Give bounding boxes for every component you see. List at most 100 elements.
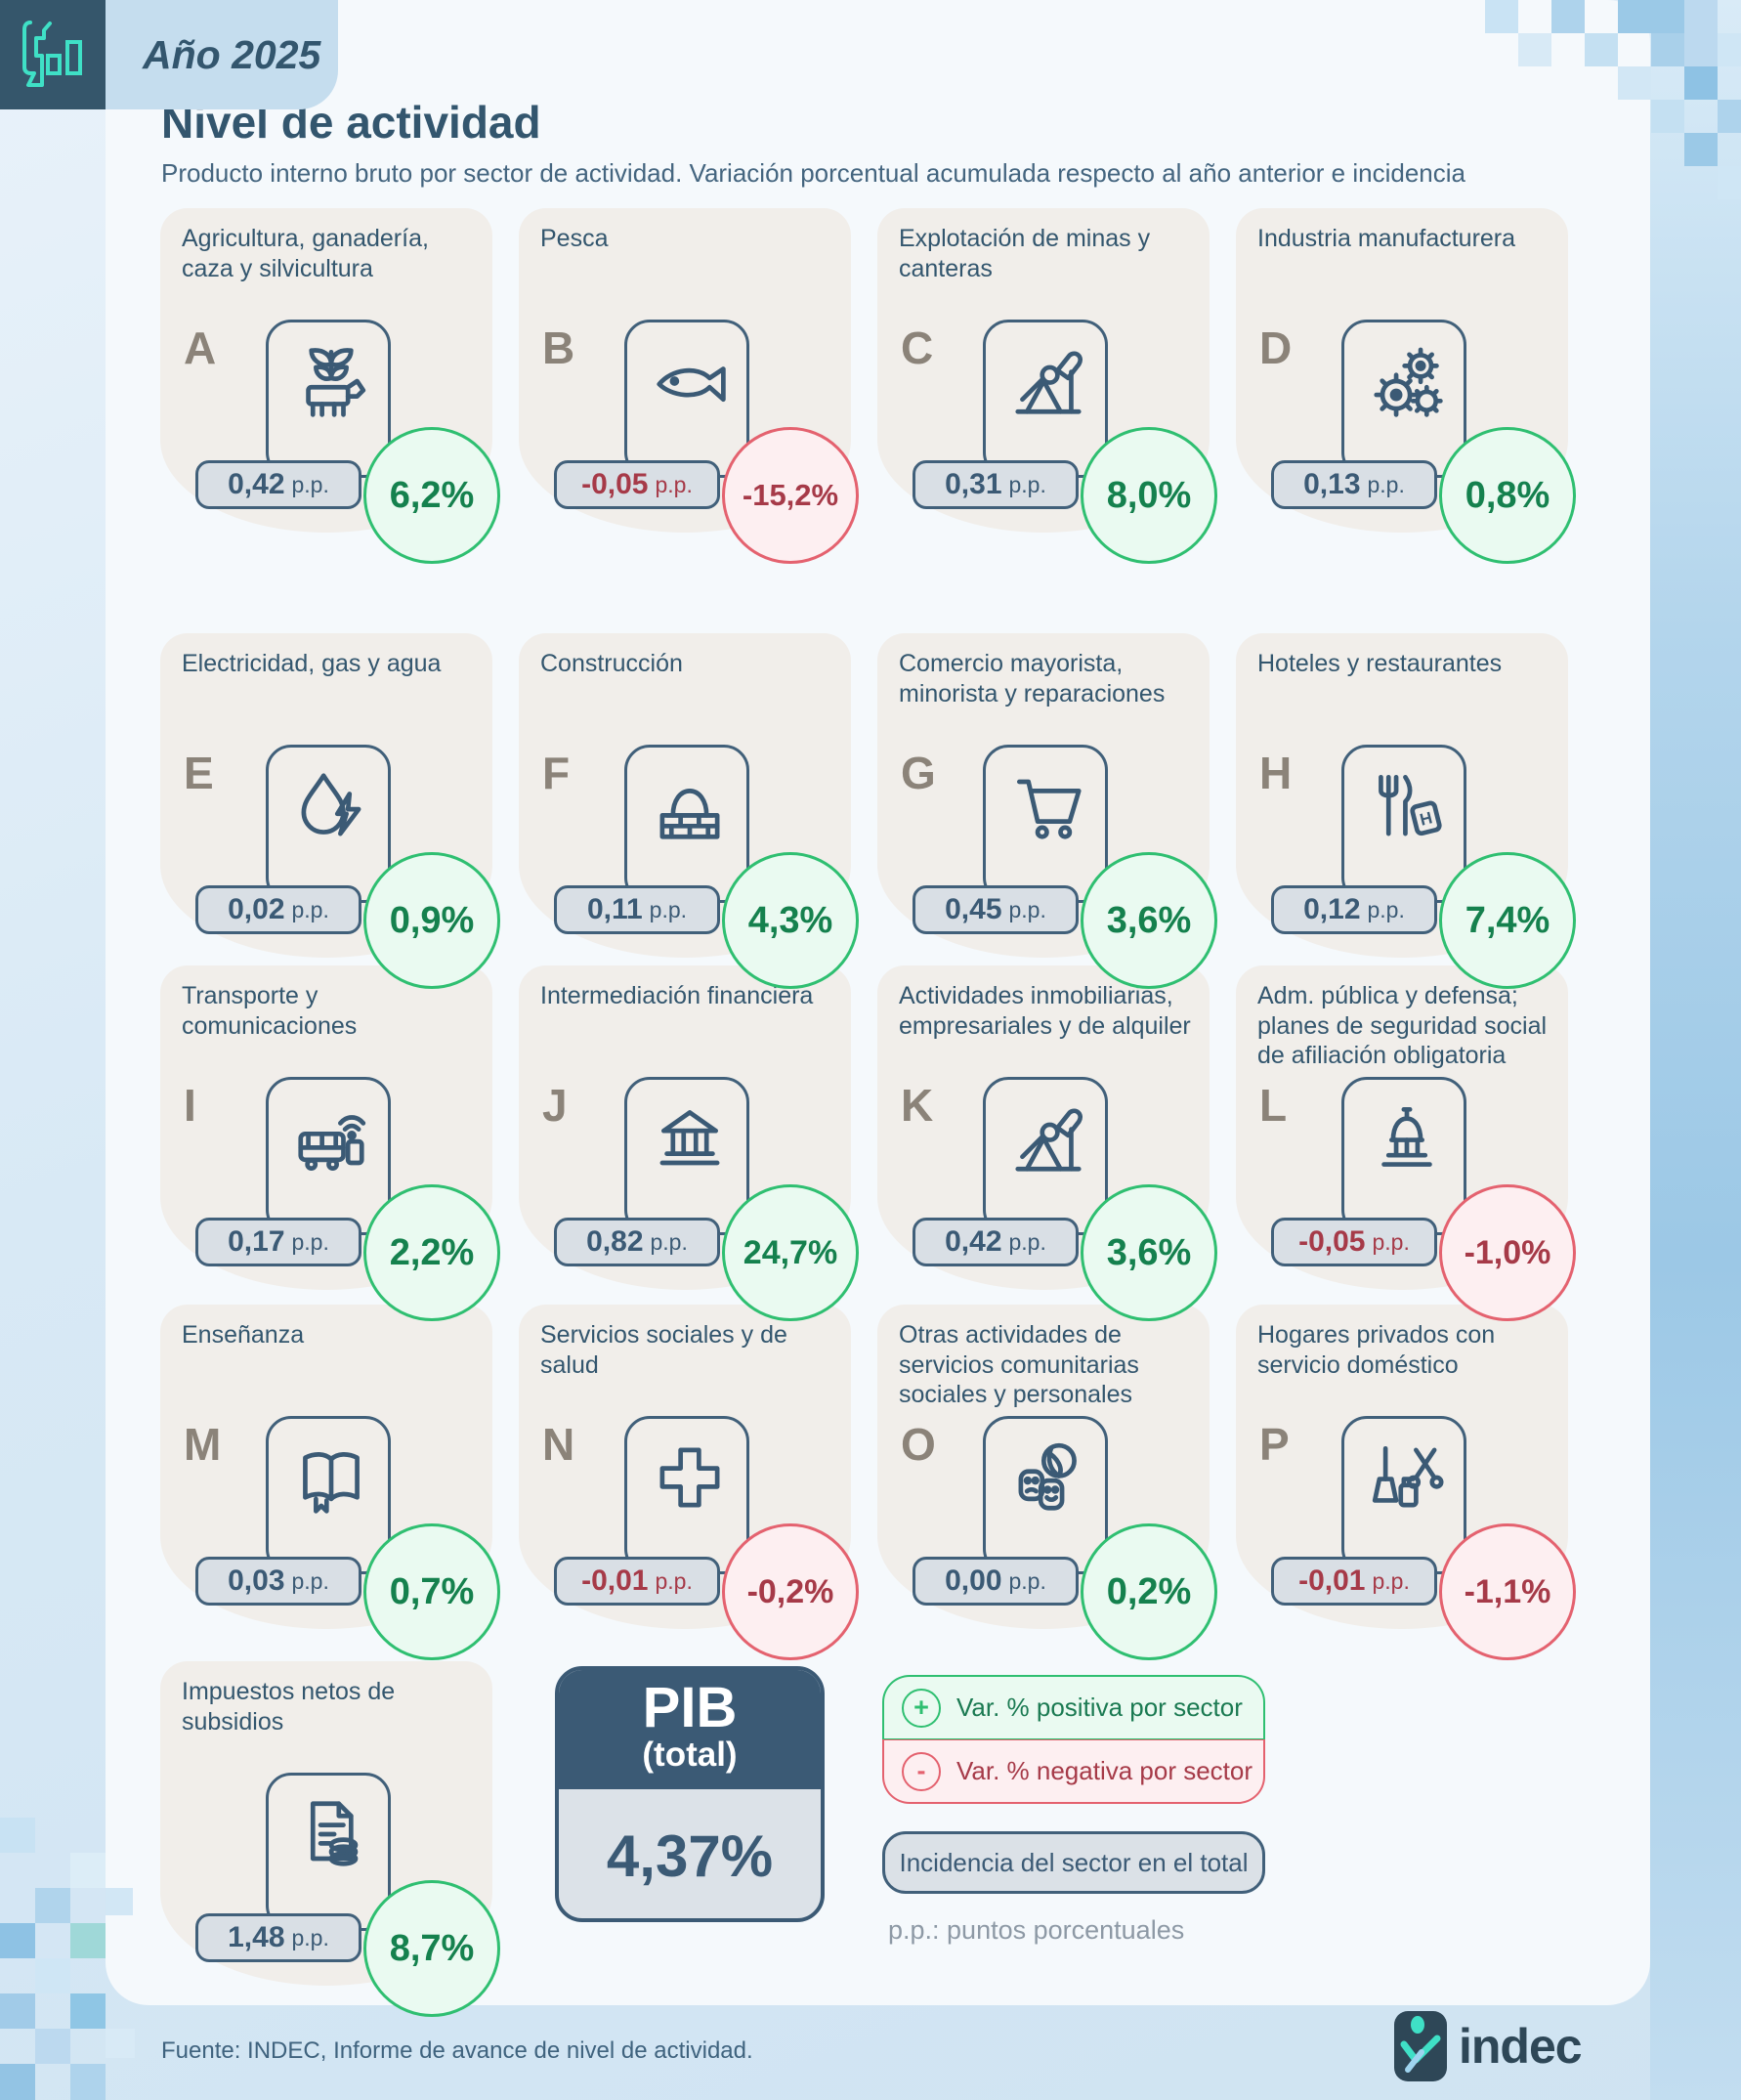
sector-card: Construcción F 0,11 p.p. 4,3% <box>519 633 859 989</box>
sector-title: Otras actividades de servicios comunitar… <box>899 1321 1139 1408</box>
sector-row: Transporte y comunicaciones I 0,17 p.p. … <box>160 965 1576 1321</box>
incidence-pill: 0,13 p.p. <box>1271 460 1437 509</box>
sector-title: Pesca <box>540 225 609 252</box>
sector-letter: F <box>542 748 571 798</box>
variation-bubble: 8,0% <box>1081 427 1217 564</box>
variation-value: 0,8% <box>1465 474 1550 516</box>
year-label: Año 2025 <box>143 31 321 77</box>
sector-icon-frame <box>1341 1416 1466 1574</box>
sector-title: Hoteles y restaurantes <box>1257 650 1503 677</box>
health-cross-icon <box>659 1447 720 1508</box>
sector-title: Electricidad, gas y agua <box>182 650 442 677</box>
incidence-value: -0,05 <box>581 468 649 500</box>
sector-letter: B <box>542 322 575 373</box>
variation-bubble: -1,1% <box>1439 1523 1576 1660</box>
sector-letter: N <box>542 1419 575 1470</box>
sector-title: Intermediación financiera <box>540 982 814 1009</box>
sector-card: Adm. pública y defensa; planes de seguri… <box>1236 965 1576 1321</box>
incidence-value: 0,31 <box>945 468 1002 500</box>
sector-letter: J <box>542 1080 568 1131</box>
government-icon <box>1381 1106 1432 1167</box>
sector-icon-frame <box>624 320 749 478</box>
sector-letter: M <box>184 1419 222 1470</box>
sector-card: Actividades inmobiliarias, empresariales… <box>877 965 1217 1321</box>
incidence-unit: p.p. <box>291 1924 329 1950</box>
sector-title: Transporte y comunicaciones <box>182 982 358 1040</box>
sector-card: Intermediación financiera J 0,82 p.p. 24… <box>519 965 859 1321</box>
indec-brand: indec <box>1392 2009 1583 2083</box>
incidence-pill: 0,00 p.p. <box>913 1557 1079 1606</box>
incidence-unit: p.p. <box>1372 1228 1410 1255</box>
sector-letter: G <box>901 748 936 798</box>
incidence-pill: 0,42 p.p. <box>913 1218 1079 1266</box>
incidence-value: 0,11 <box>586 893 643 925</box>
incidence-unit: p.p. <box>650 1228 688 1255</box>
sector-title: Actividades inmobiliarias, empresariales… <box>899 982 1191 1040</box>
variation-value: -15,2% <box>742 478 839 512</box>
sector-letter: E <box>184 748 214 798</box>
variation-value: 7,4% <box>1465 899 1550 941</box>
incidence-unit: p.p. <box>1008 896 1046 922</box>
restaurant-hotel-icon: H <box>1379 774 1442 836</box>
variation-bubble: -1,0% <box>1439 1184 1576 1321</box>
transport-communications-icon <box>298 1115 366 1171</box>
sector-icon-frame <box>266 745 391 903</box>
source-note: Fuente: INDEC, Informe de avance de nive… <box>161 2037 753 2064</box>
incidence-pill: 0,12 p.p. <box>1271 885 1437 934</box>
domestic-service-icon <box>1372 1445 1444 1508</box>
incidence-value: 0,03 <box>228 1564 285 1597</box>
gears-icon <box>1374 347 1443 417</box>
page-subtitle: Producto interno bruto por sector de act… <box>161 158 1465 188</box>
sector-card: Pesca B -0,05 p.p. -15,2% <box>519 208 859 564</box>
sector-card: Transporte y comunicaciones I 0,17 p.p. … <box>160 965 500 1321</box>
variation-bubble: 2,2% <box>363 1184 500 1321</box>
variation-value: 8,0% <box>1106 474 1192 516</box>
incidence-value: 0,82 <box>586 1225 644 1258</box>
sector-card: Hoteles y restaurantes H H 0,12 p.p. 7,4… <box>1236 633 1576 989</box>
sector-card: Agricultura, ganadería, caza y silvicult… <box>160 208 500 564</box>
sector-letter: K <box>901 1080 934 1131</box>
incidence-value: 0,17 <box>228 1225 285 1258</box>
incidence-pill: -0,05 p.p. <box>554 460 720 509</box>
variation-value: -1,0% <box>1464 1233 1551 1271</box>
background-gradient-strip <box>1650 0 1741 2100</box>
incidence-value: 0,42 <box>945 1225 1002 1258</box>
incidence-unit: p.p. <box>1008 471 1046 497</box>
variation-value: -0,2% <box>746 1572 834 1610</box>
variation-bubble: 4,3% <box>722 852 859 989</box>
incidence-value: 0,42 <box>228 468 285 500</box>
shopping-cart-icon <box>1016 779 1082 839</box>
svg-text:H: H <box>1418 807 1434 829</box>
sector-card: Explotación de minas y canteras C 0,31 p… <box>877 208 1217 564</box>
sector-title: Servicios sociales y de salud <box>540 1321 787 1379</box>
legend-footnote: p.p.: puntos porcentuales <box>888 1915 1185 1945</box>
incidence-unit: p.p. <box>1008 1567 1046 1594</box>
pixel-mosaic-bottom-left <box>0 1808 215 2100</box>
variation-bubble: 3,6% <box>1081 1184 1217 1321</box>
sector-icon-frame <box>983 320 1108 478</box>
incidence-unit: p.p. <box>655 1567 693 1594</box>
variation-value: 3,6% <box>1106 899 1192 941</box>
incidence-pill: 0,03 p.p. <box>195 1557 361 1606</box>
legend-negative-label: Var. % negativa por sector <box>956 1756 1253 1785</box>
brand-name: indec <box>1459 2019 1583 2074</box>
culture-masks-icon <box>1018 1442 1077 1511</box>
variation-value: -1,1% <box>1464 1572 1551 1610</box>
incidence-unit: p.p. <box>1008 1228 1046 1255</box>
incidence-value: 0,12 <box>1303 893 1361 925</box>
incidence-unit: p.p. <box>1367 896 1405 922</box>
sector-title: Impuestos netos de subsidios <box>182 1678 396 1736</box>
sector-icon-frame <box>983 1416 1108 1574</box>
legend: + Var. % positiva por sector - Var. % ne… <box>882 1675 1265 1946</box>
taxes-icon <box>310 1801 359 1866</box>
variation-value: 8,7% <box>389 1927 475 1969</box>
pib-total-box: PIB (total) 4,37% <box>555 1666 825 1922</box>
sector-icon-frame <box>1341 1077 1466 1235</box>
sector-letter: I <box>184 1080 196 1131</box>
fish-icon <box>657 366 726 403</box>
sector-row: Electricidad, gas y agua E 0,02 p.p. 0,9… <box>160 633 1576 989</box>
pixel-mosaic-top-right <box>1479 0 1741 205</box>
sector-letter: O <box>901 1419 936 1470</box>
incidence-pill: -0,01 p.p. <box>554 1557 720 1606</box>
legend-negative: - Var. % negativa por sector <box>882 1739 1265 1804</box>
